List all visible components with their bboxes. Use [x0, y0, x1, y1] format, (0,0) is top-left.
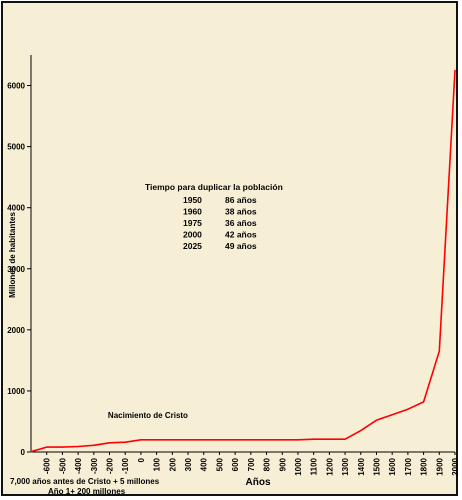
y-tick-label: 0: [21, 448, 26, 457]
data-point: [407, 408, 409, 410]
doubling-row-value: 36 años: [225, 218, 257, 228]
x-tick-label: 200: [168, 457, 177, 471]
doubling-row-value: 42 años: [225, 230, 257, 240]
doubling-time-box: Tiempo para duplicar la población 1950 86…: [145, 182, 283, 251]
x-tick-label: 2000: [451, 457, 460, 475]
data-point: [454, 69, 456, 71]
data-point: [30, 451, 32, 453]
x-tick-label: -200: [106, 457, 115, 474]
x-tick-label: 1300: [341, 457, 350, 475]
x-tick-label: 900: [278, 457, 287, 471]
data-point: [203, 439, 205, 441]
x-tick-label: -300: [90, 457, 99, 474]
data-point: [360, 430, 362, 432]
x-tick-label: 0: [137, 457, 146, 462]
x-extra-label-year-one: Año 1+ 200 millones: [48, 487, 126, 496]
chart-frame: [1, 1, 458, 496]
x-tick-label: 1900: [435, 457, 444, 475]
y-tick-label: 3000: [7, 265, 25, 274]
data-point: [61, 446, 64, 448]
y-axis-label: Millones de habitantes: [8, 212, 17, 298]
x-tick-label: 500: [215, 457, 224, 471]
data-point: [234, 439, 236, 441]
data-point: [313, 438, 315, 440]
doubling-row-value: 49 años: [225, 241, 257, 251]
data-point: [156, 439, 158, 441]
doubling-row-year: 1960: [183, 207, 202, 217]
x-axis-label: Años: [246, 477, 271, 488]
data-point: [250, 439, 252, 441]
y-tick-label: 6000: [7, 82, 25, 91]
data-point: [171, 439, 173, 441]
data-point: [93, 444, 95, 446]
x-tick-label: 1100: [310, 457, 319, 475]
doubling-row-value: 86 años: [225, 195, 257, 205]
x-tick-label: 1500: [372, 457, 381, 475]
data-point: [265, 439, 268, 441]
data-point: [375, 419, 378, 421]
data-point: [46, 446, 48, 448]
y-axis: 0 1000 2000 3000 4000 5000 6000: [7, 55, 32, 457]
doubling-row-year: 2025: [183, 241, 202, 251]
x-tick-label: 800: [263, 457, 272, 471]
x-tick-label: -600: [43, 457, 52, 474]
x-tick-label: 1600: [388, 457, 397, 475]
annotation-birth-of-christ: Nacimiento de Cristo: [108, 411, 188, 420]
x-tick-label: 600: [231, 457, 240, 471]
x-tick-label: 400: [200, 457, 209, 471]
data-point: [328, 438, 330, 440]
x-tick-label: -400: [74, 457, 83, 474]
data-point: [108, 442, 111, 444]
data-point: [77, 445, 79, 448]
data-point: [297, 439, 299, 441]
doubling-row-year: 1975: [183, 218, 202, 228]
data-point: [391, 414, 393, 416]
doubling-row-year: 1950: [183, 195, 202, 205]
data-point: [422, 401, 425, 403]
data-point: [281, 439, 283, 441]
data-point: [438, 350, 440, 352]
x-tick-label: 1700: [404, 457, 413, 475]
series: [30, 69, 456, 453]
x-extra-label-start: 7,000 años antes de Cristo + 5 millones: [10, 477, 160, 486]
x-tick-label: -500: [58, 457, 67, 474]
x-tick-label: 1000: [294, 457, 303, 475]
x-tick-label: 100: [153, 457, 162, 471]
annotations: Nacimiento de Cristo: [108, 411, 188, 420]
y-tick-label: 1000: [7, 387, 25, 396]
doubling-row-value: 38 años: [225, 207, 257, 217]
data-point: [140, 439, 142, 441]
y-tick-label: 4000: [7, 204, 25, 213]
doubling-row-year: 2000: [183, 230, 202, 240]
x-tick-label: -100: [121, 457, 130, 474]
x-tick-label: 1400: [357, 457, 366, 475]
data-point: [124, 441, 126, 443]
doubling-time-title: Tiempo para duplicar la población: [145, 182, 283, 192]
population-series-line: [30, 70, 456, 453]
x-tick-label: 300: [184, 457, 193, 471]
y-tick-label: 2000: [7, 326, 25, 335]
x-tick-label: 1200: [325, 457, 334, 475]
x-tick-label: 700: [247, 457, 256, 471]
data-point: [187, 439, 189, 441]
x-tick-label: 1800: [420, 457, 429, 475]
x-axis: -600 -500 -400 -300 -200 -100 0 100 200 300 400 500…: [31, 451, 460, 476]
data-point: [344, 438, 346, 440]
data-point: [218, 439, 221, 441]
y-tick-label: 5000: [7, 143, 25, 152]
